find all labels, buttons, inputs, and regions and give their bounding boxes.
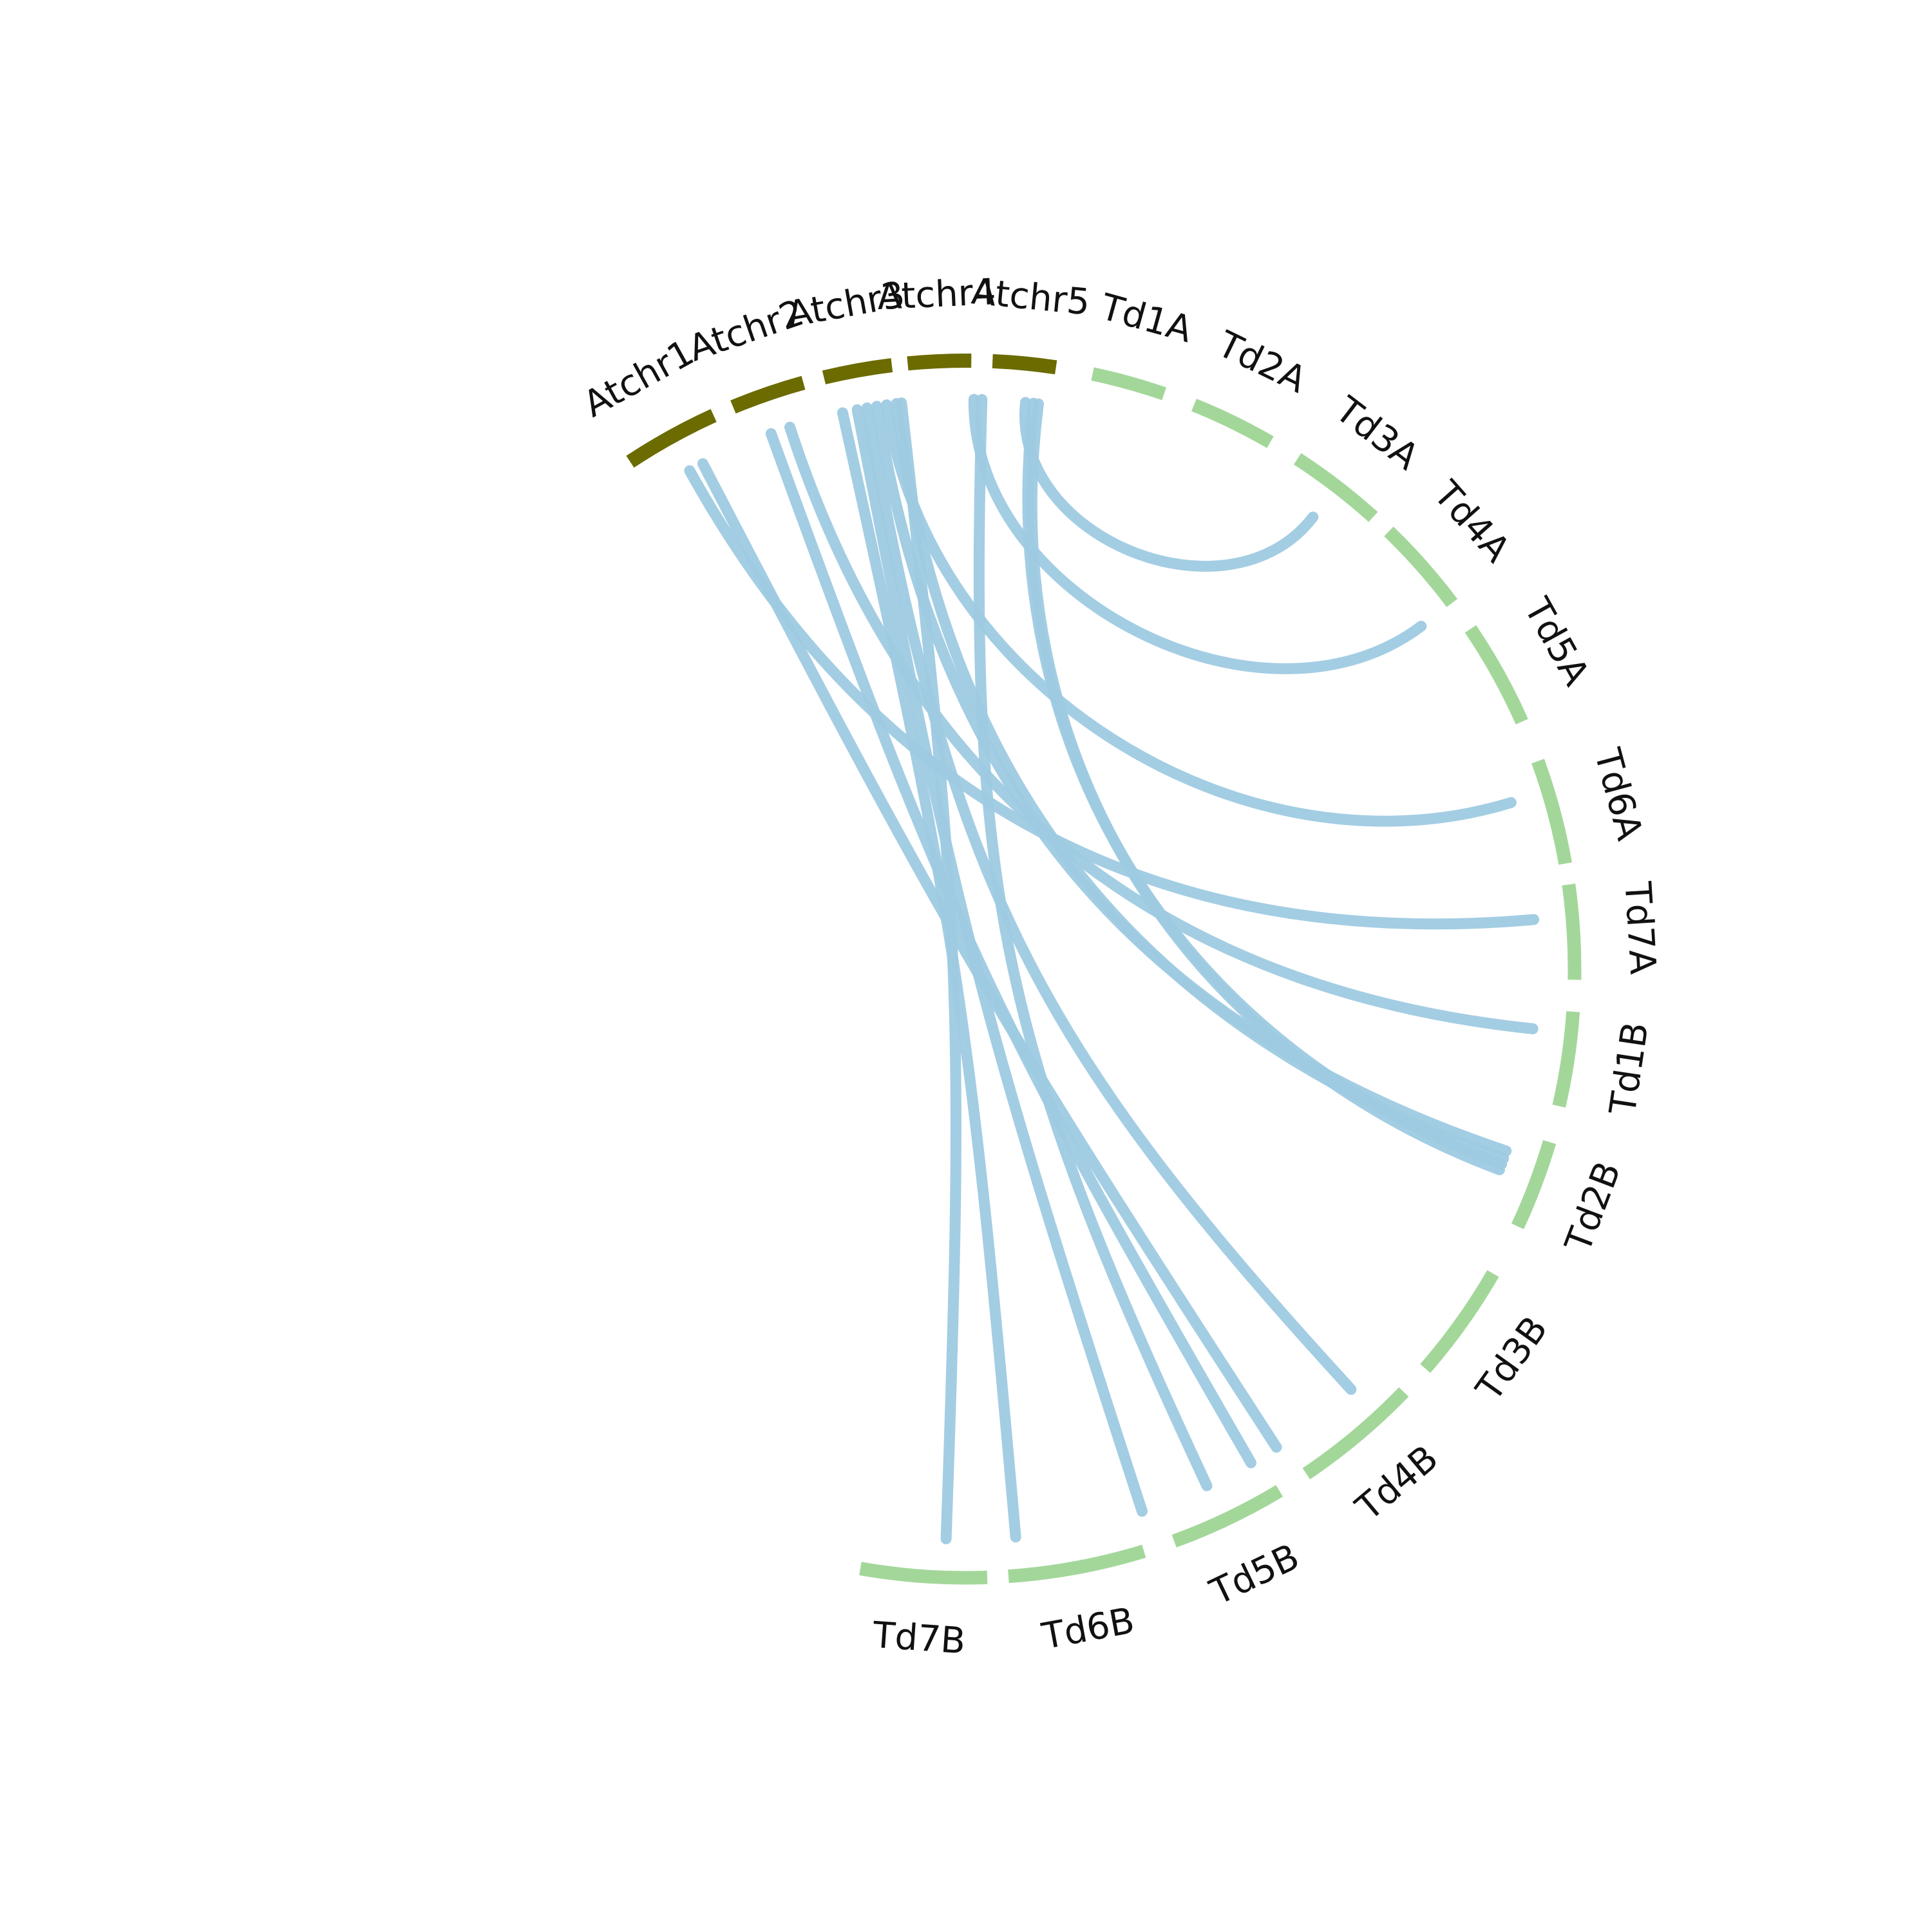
label-td4a: Td4A: [1425, 473, 1519, 570]
label-td2a: Td2A: [1211, 323, 1313, 402]
segment-td4b: [1302, 1387, 1409, 1480]
segment-td7b: [859, 1562, 988, 1585]
label-td1b: Td1B: [1602, 1019, 1657, 1118]
link-atchr5-td2a: [1019, 397, 1319, 572]
segment-td1b: [1552, 1011, 1580, 1108]
segment-atchr5: [992, 354, 1057, 375]
label-td1a: Td1A: [1095, 286, 1197, 351]
link-atchr4-td2b: [973, 393, 1213, 1492]
link-atchr5-td7a: [1022, 397, 1508, 1170]
segment-td4a: [1384, 526, 1458, 607]
label-td5b: Td5B: [1204, 1536, 1306, 1614]
segment-td7a: [1562, 884, 1582, 980]
segment-td3a: [1293, 453, 1378, 522]
link-atchr5-td7a: [1026, 398, 1505, 1175]
segment-td5a: [1464, 625, 1528, 724]
label-td3b: Td3B: [1468, 1309, 1556, 1409]
link-atchr3-td7a: [871, 401, 1512, 1157]
label-td7b: Td7B: [871, 1615, 967, 1663]
link-atchr2-td3b: [765, 428, 1256, 1468]
segment-td5b: [1171, 1485, 1283, 1548]
link-atchr3-td6b: [896, 397, 961, 1544]
segment-atchr2: [730, 375, 806, 414]
segment-atchr1: [626, 409, 717, 468]
label-atchr1: Atchr1: [576, 332, 701, 426]
label-atchr4: Atchr4: [876, 271, 997, 318]
segment-td2a: [1191, 399, 1274, 448]
segment-td3b: [1420, 1270, 1499, 1373]
link-atchr1-td5b: [697, 458, 1282, 1453]
synteny-links: [684, 393, 1540, 1544]
segment-td2b: [1511, 1140, 1557, 1229]
link-atchr3-td3b: [861, 402, 1357, 1395]
label-td6b: Td6B: [1038, 1600, 1137, 1658]
link-atchr4-td3a: [968, 393, 1427, 674]
segment-atchr3: [822, 358, 893, 384]
label-td2b: Td2B: [1557, 1156, 1629, 1258]
label-td3a: Td3A: [1327, 388, 1426, 478]
label-atchr5: Atchr5: [970, 270, 1092, 323]
label-td5a: Td5A: [1515, 591, 1597, 692]
segment-atchr4: [907, 354, 972, 371]
label-td4b: Td4B: [1348, 1437, 1446, 1530]
segment-td6b: [1008, 1544, 1146, 1584]
label-td7a: Td7A: [1616, 880, 1664, 975]
chromosome-segments: [626, 354, 1582, 1585]
segment-td6a: [1531, 759, 1572, 865]
segment-td1a: [1091, 367, 1167, 401]
label-td6a: Td6A: [1586, 744, 1650, 845]
